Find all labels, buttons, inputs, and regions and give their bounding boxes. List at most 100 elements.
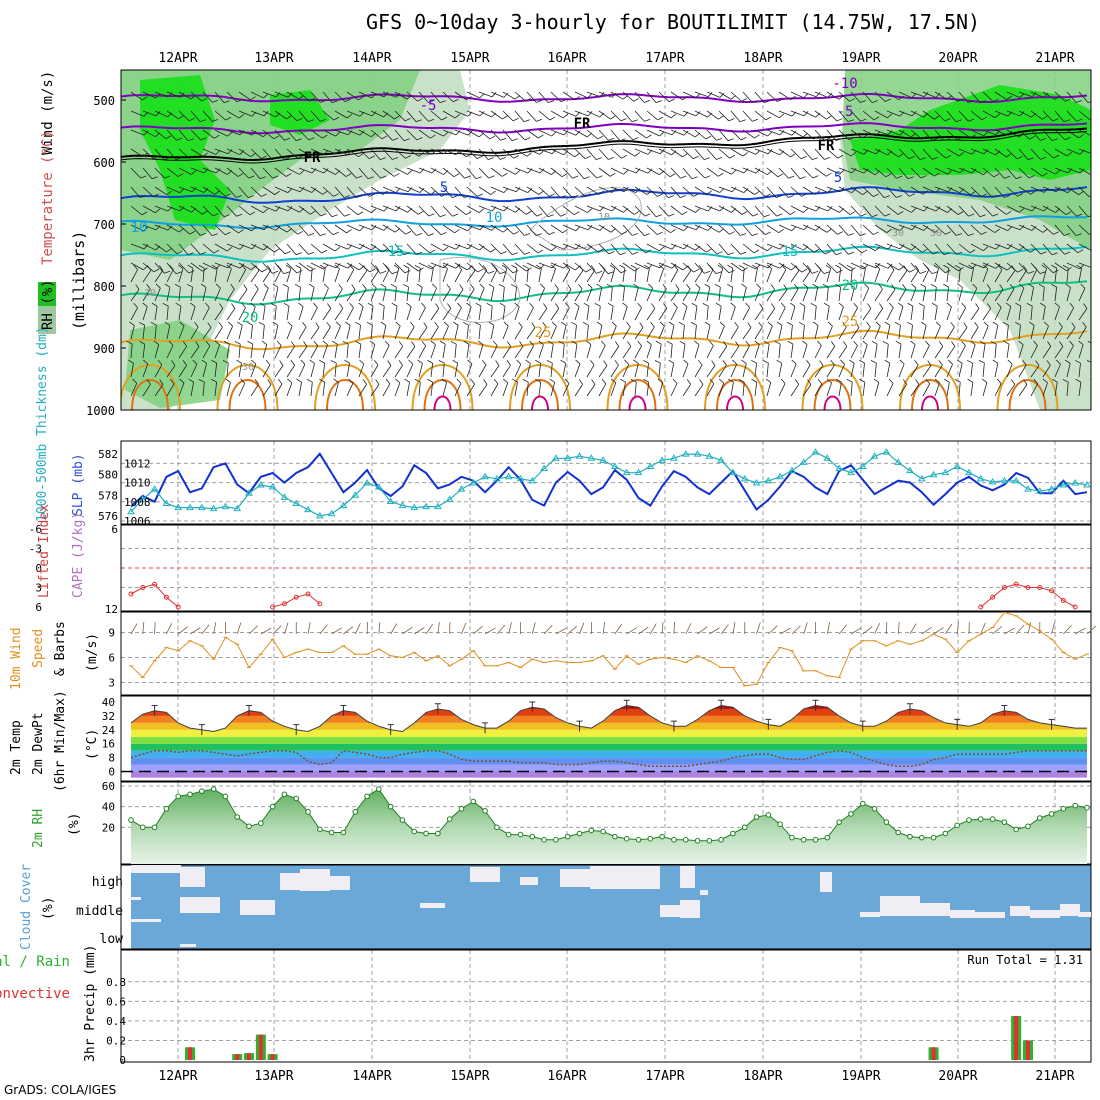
cloud-gap — [300, 869, 330, 891]
wind10m-barb — [921, 626, 932, 635]
wind-barb — [322, 344, 328, 359]
rh2m-point — [930, 834, 937, 841]
wind-barb — [346, 186, 357, 198]
wind-barb — [154, 243, 167, 253]
cloud-gap — [920, 903, 950, 916]
wind-barb — [814, 186, 829, 193]
wind-barb-flag — [438, 360, 445, 364]
wind-barb-flag — [817, 340, 822, 346]
rh2m-point — [281, 791, 288, 798]
wind-barb-flag — [644, 213, 651, 217]
wind-barb — [574, 205, 588, 213]
wind-barb — [790, 224, 805, 231]
wind-barb — [478, 364, 487, 378]
wind-barb-flag — [359, 244, 365, 250]
wind-barb-flag — [430, 340, 436, 346]
wind-barb-flag — [666, 341, 673, 345]
wind-barb-flag — [403, 264, 410, 269]
wind-barb-flag — [659, 149, 665, 155]
thickness-point — [150, 485, 159, 492]
wind-barb — [598, 287, 603, 302]
wind-barb-flag — [682, 302, 688, 307]
wind-barb — [658, 224, 671, 234]
wind-barb — [658, 325, 665, 340]
wind10m-barb — [177, 626, 188, 635]
rh2m-point — [352, 809, 359, 815]
contour-label: 5 — [440, 180, 448, 196]
wind-barb — [298, 91, 310, 102]
wind10m-barb — [649, 623, 657, 635]
wind-barb — [742, 382, 745, 397]
rh2m-point — [612, 833, 618, 840]
wind-barb-flag — [851, 168, 857, 174]
wind-barb — [274, 306, 277, 321]
precip-convective-bar — [931, 1047, 936, 1060]
wind-barb-flag — [175, 271, 182, 275]
wind-barb-flag — [1023, 379, 1028, 385]
wind-barb — [634, 148, 649, 155]
wind-barb-flag — [836, 118, 843, 122]
wind-barb — [898, 306, 904, 321]
temp-loop-25 — [996, 364, 1059, 410]
wind-barb-flag — [310, 152, 316, 157]
temp-loop-35 — [433, 395, 452, 410]
wind-barb — [958, 205, 969, 217]
wind-barb-flag — [708, 264, 714, 270]
wind-barb-flag — [583, 302, 590, 307]
rh2m-point — [789, 834, 795, 841]
wind-barb — [226, 288, 235, 302]
wind-barb-flag — [488, 270, 495, 274]
wind-barb — [490, 224, 504, 233]
wind-barb — [418, 110, 429, 122]
thickness-point — [563, 454, 572, 461]
wind-barb — [814, 306, 817, 321]
thickness-point — [1035, 487, 1044, 494]
wind-barb — [730, 110, 741, 122]
wind-barb — [382, 287, 387, 302]
wind-barb — [850, 268, 853, 283]
wind-barb — [142, 288, 151, 302]
wind-barb-flag — [331, 340, 338, 345]
wind-barb — [706, 243, 718, 255]
wind-barb-flag — [800, 155, 807, 160]
wind-barb — [382, 148, 393, 160]
rh2m-point — [706, 837, 713, 844]
wind-barb-flag — [561, 173, 568, 178]
wind-barb — [250, 224, 265, 231]
wind-barb — [334, 186, 345, 198]
thickness-point — [681, 450, 690, 457]
wind-barb — [682, 224, 697, 231]
wind-barb-flag — [970, 190, 976, 196]
wind-barb-flag — [539, 168, 545, 174]
wind-barb — [910, 325, 913, 340]
wind-barb-flag — [871, 100, 878, 104]
wind-barb — [202, 205, 214, 217]
wind-barb-flag — [1079, 168, 1085, 174]
wind-barb — [934, 148, 946, 159]
wind-barb-flag — [153, 193, 159, 197]
wind-barb-flag — [466, 302, 472, 307]
wind-barb — [490, 167, 503, 177]
wind-barb — [1006, 306, 1012, 321]
wind-barb — [922, 325, 927, 340]
wind-barb — [574, 344, 578, 359]
wind-barb — [142, 325, 145, 340]
wind-barb — [538, 268, 542, 283]
wind-barb — [778, 383, 786, 397]
wind-barb-flag — [202, 152, 208, 157]
wind-barb-flag — [983, 264, 989, 270]
wind-barb-flag — [1091, 265, 1095, 269]
thickness-point — [693, 450, 702, 457]
wind-barb — [538, 382, 542, 397]
wind-barb — [970, 262, 985, 269]
wind-barb-flag — [247, 195, 254, 198]
lifted-index-point — [1072, 604, 1078, 610]
wind-barb-flag — [287, 188, 293, 193]
wind-barb-flag — [132, 378, 138, 384]
wind-barb — [790, 325, 793, 340]
wind-barb-flag — [475, 176, 482, 180]
wind-barb — [334, 363, 337, 378]
wind-barb-flag — [991, 195, 998, 199]
ylabel-cloud-unit: (%) — [41, 897, 56, 920]
wind-barb-flag — [824, 137, 831, 141]
